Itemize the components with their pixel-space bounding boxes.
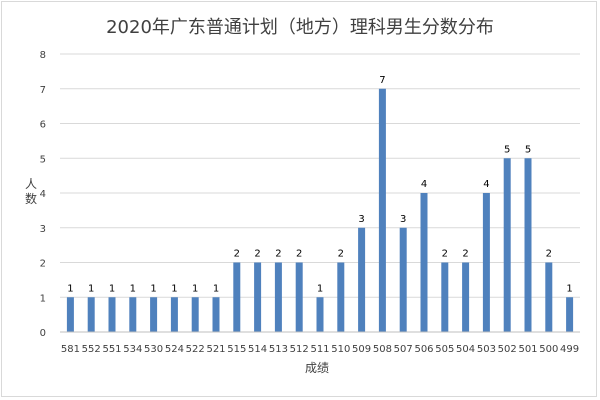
- x-axis-title: 成绩: [305, 361, 329, 375]
- bar: [482, 193, 490, 332]
- x-tick-label: 510: [331, 344, 350, 355]
- y-tick-label: 4: [40, 189, 46, 200]
- bars: [66, 88, 574, 332]
- data-label: 2: [254, 249, 260, 260]
- bar: [295, 262, 303, 332]
- data-label: 1: [213, 283, 219, 294]
- bar: [337, 262, 345, 332]
- data-label: 1: [171, 283, 177, 294]
- x-tick-label: 507: [394, 344, 413, 355]
- bar: [66, 297, 74, 332]
- bar: [316, 297, 324, 332]
- x-tick-label: 581: [61, 344, 80, 355]
- x-tick-label: 501: [518, 344, 537, 355]
- x-tick-label: 512: [290, 344, 309, 355]
- x-tick-label: 514: [248, 344, 267, 355]
- bar: [566, 297, 574, 332]
- data-label: 7: [379, 75, 385, 86]
- bar: [129, 297, 137, 332]
- bar: [233, 262, 241, 332]
- y-axis-title: 人数: [25, 177, 37, 206]
- x-tick-label: 522: [186, 344, 205, 355]
- bar: [441, 262, 449, 332]
- data-label: 5: [504, 144, 510, 155]
- data-label: 1: [130, 283, 136, 294]
- x-tick-label: 515: [227, 344, 246, 355]
- data-label: 3: [358, 214, 364, 225]
- bar: [170, 297, 178, 332]
- data-label: 1: [192, 283, 198, 294]
- bar: [212, 297, 220, 332]
- bar: [524, 158, 532, 332]
- bar: [503, 158, 511, 332]
- x-tick-label: 503: [477, 344, 496, 355]
- bar: [87, 297, 95, 332]
- bar: [274, 262, 282, 332]
- x-tick-label: 551: [102, 344, 121, 355]
- x-tick-label: 505: [435, 344, 454, 355]
- y-tick-label: 7: [40, 85, 46, 96]
- x-tick-label: 534: [123, 344, 142, 355]
- y-tick-label: 8: [40, 50, 46, 61]
- x-axis-ticks: 581 552 551 534 530 524 522 521 515 514 513 512 511 5…: [61, 344, 579, 355]
- x-tick-label: 506: [414, 344, 433, 355]
- data-label: 2: [442, 249, 448, 260]
- data-label: 1: [109, 283, 115, 294]
- bar: [191, 297, 199, 332]
- x-tick-label: 552: [82, 344, 101, 355]
- data-label: 2: [275, 249, 281, 260]
- x-tick-label: 509: [352, 344, 371, 355]
- y-tick-label: 3: [40, 224, 46, 235]
- data-label: 2: [296, 249, 302, 260]
- y-axis-ticks: 0 1 2 3 4 5 6 7 8: [40, 50, 46, 339]
- gridlines: [60, 53, 580, 298]
- data-label: 3: [400, 214, 406, 225]
- y-tick-label: 5: [40, 154, 46, 165]
- data-label: 4: [421, 179, 427, 190]
- x-tick-label: 513: [269, 344, 288, 355]
- x-tick-label: 500: [539, 344, 558, 355]
- data-label: 1: [317, 283, 323, 294]
- data-label: 2: [546, 249, 552, 260]
- bar: [399, 227, 407, 332]
- bar: [254, 262, 262, 332]
- x-tick-label: 521: [206, 344, 225, 355]
- x-tick-label: 524: [165, 344, 184, 355]
- bar: [108, 297, 116, 332]
- data-labels: 1 1 1 1 1 1 1 1 2 2 2 2 1 2 3 7 3 4 2 2 4 5 5 2 1: [67, 75, 573, 295]
- y-tick-label: 2: [40, 259, 46, 270]
- bar: [545, 262, 553, 332]
- x-tick-label: 502: [498, 344, 517, 355]
- data-label: 1: [566, 283, 572, 294]
- y-tick-label: 1: [40, 293, 46, 304]
- y-tick-label: 0: [40, 328, 46, 339]
- data-label: 1: [150, 283, 156, 294]
- data-label: 2: [338, 249, 344, 260]
- data-label: 2: [234, 249, 240, 260]
- y-tick-label: 6: [40, 120, 46, 131]
- data-label: 1: [88, 283, 94, 294]
- x-tick-label: 511: [310, 344, 329, 355]
- data-label: 1: [67, 283, 73, 294]
- bar: [462, 262, 470, 332]
- x-tick-label: 499: [560, 344, 579, 355]
- x-tick-label: 508: [373, 344, 392, 355]
- x-tick-label: 530: [144, 344, 163, 355]
- data-label: 4: [483, 179, 489, 190]
- data-label: 5: [525, 144, 531, 155]
- bar: [150, 297, 158, 332]
- x-tick-label: 504: [456, 344, 475, 355]
- bar: [378, 88, 386, 332]
- chart-title: 2020年广东普通计划（地方）理科男生分数分布: [106, 17, 494, 38]
- data-label: 2: [462, 249, 468, 260]
- bar: [420, 193, 428, 332]
- bar: [358, 227, 366, 332]
